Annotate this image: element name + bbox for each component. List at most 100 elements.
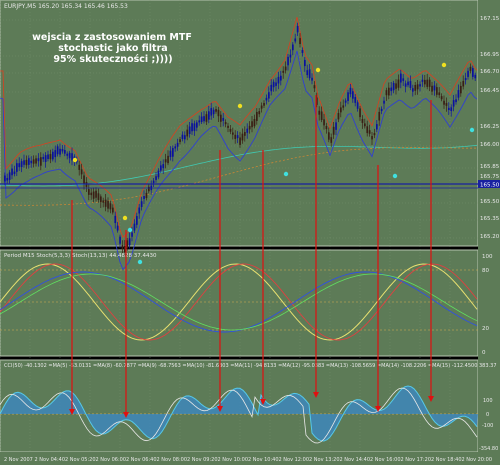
time-tick: 2 Nov 10:40	[248, 457, 279, 463]
candle	[160, 165, 162, 171]
candle	[90, 192, 93, 196]
candle	[256, 111, 258, 121]
price-tick: 166.95	[480, 52, 500, 58]
candle	[210, 107, 213, 116]
candle	[104, 199, 107, 207]
candle	[404, 83, 407, 87]
candle	[253, 118, 256, 127]
candle	[419, 84, 421, 87]
candle	[128, 238, 131, 246]
candle	[200, 116, 203, 122]
candle	[385, 90, 388, 96]
candle	[40, 157, 42, 166]
candle	[11, 168, 13, 176]
candle	[126, 240, 129, 248]
candle	[448, 107, 450, 110]
candle	[460, 85, 462, 94]
time-tick: 2 Nov 17:20	[401, 457, 432, 463]
cci-ma-line	[0, 387, 478, 444]
stochastic-label: Period M15 Stoch(5,3,3) Stoch(13,13) 44.…	[4, 253, 157, 259]
candle	[196, 122, 198, 128]
signal-arrow-head	[313, 392, 319, 398]
cci-tick: 100	[483, 398, 493, 404]
cci-axis: 383.37 100 0 -100 -354.80	[479, 363, 498, 452]
candle	[248, 125, 251, 130]
price-tick: 165.50	[480, 199, 500, 205]
candle	[224, 122, 227, 125]
candle	[265, 97, 268, 101]
candle	[474, 74, 477, 79]
candle	[148, 186, 150, 192]
candle	[455, 99, 457, 103]
candle	[131, 232, 133, 237]
candle	[313, 85, 316, 89]
main-price-panel[interactable]	[0, 0, 479, 247]
cci-tick: 383.37	[479, 363, 497, 369]
stoch-axis: 100 80 20 0	[482, 254, 493, 356]
candle	[469, 66, 472, 71]
stoch-slow-signal-line	[0, 273, 478, 331]
price-tick: 166.25	[480, 124, 500, 130]
candle	[354, 97, 357, 103]
candle	[145, 192, 148, 199]
trail-red-line	[0, 16, 478, 239]
candle	[114, 215, 117, 224]
candle	[109, 203, 112, 210]
cci-tick: -100	[482, 423, 493, 429]
cci-tick: 0	[486, 412, 489, 418]
stoch-signal-line	[0, 263, 478, 341]
candle	[457, 90, 460, 98]
time-tick: 2 Nov 20:00	[462, 457, 493, 463]
price-tick: 165.35	[480, 216, 500, 222]
candle	[136, 216, 138, 225]
signal-dot	[283, 171, 289, 177]
price-axis: 167.15 166.95 166.70 166.45 166.25 166.0…	[480, 16, 500, 240]
price-tick: 165.75	[480, 174, 500, 180]
time-tick: 2 Nov 06:00	[96, 457, 127, 463]
signal-arrows	[69, 95, 434, 418]
candle	[335, 122, 337, 130]
signal-dot	[127, 227, 133, 233]
candle	[61, 149, 64, 152]
candle	[236, 135, 239, 139]
candle	[164, 159, 167, 163]
signal-arrow-head	[375, 406, 381, 412]
price-tick: 165.20	[480, 234, 500, 240]
annotation-line-2: stochastic jako filtra	[58, 43, 167, 54]
candle	[162, 164, 165, 169]
candle	[402, 78, 405, 81]
candle	[181, 134, 184, 140]
candle	[241, 133, 244, 141]
candle	[49, 154, 52, 160]
candle	[296, 25, 299, 33]
time-tick: 2 Nov 13:20	[309, 457, 340, 463]
candle	[378, 111, 381, 121]
price-tick: 166.00	[480, 142, 500, 148]
candle	[186, 129, 189, 137]
candle	[258, 111, 261, 115]
annotation-line-1: wejscia z zastosowaniem MTF	[32, 32, 192, 43]
candle	[222, 117, 225, 121]
candle	[95, 190, 97, 198]
candle	[361, 118, 364, 123]
candle	[359, 108, 361, 118]
candle	[464, 78, 467, 81]
candle	[299, 38, 301, 45]
candle	[8, 172, 11, 180]
signal-arrow-head	[260, 399, 266, 405]
stochastic-panel[interactable]	[0, 249, 479, 357]
candle	[289, 54, 292, 58]
signal-dots	[72, 62, 475, 265]
candle	[193, 123, 196, 131]
candle	[323, 119, 325, 126]
candle	[407, 81, 409, 86]
candle	[246, 128, 249, 133]
price-scale	[478, 0, 500, 465]
signal-arrow-head	[69, 409, 75, 415]
candle	[116, 225, 119, 231]
candle	[78, 164, 81, 170]
candle	[431, 85, 433, 92]
candle	[472, 68, 474, 77]
candle	[352, 91, 354, 99]
